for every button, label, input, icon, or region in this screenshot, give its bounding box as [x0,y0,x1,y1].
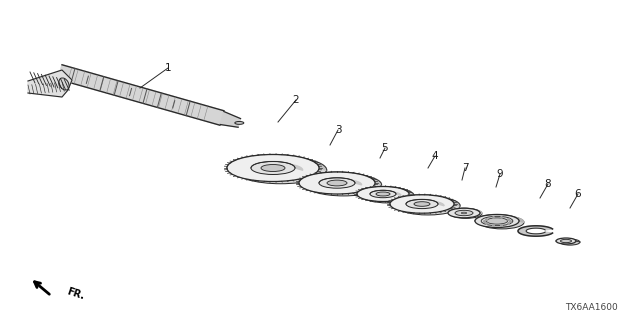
Ellipse shape [455,210,473,216]
Ellipse shape [376,192,390,196]
Ellipse shape [319,178,355,188]
Ellipse shape [556,238,576,244]
Ellipse shape [357,187,409,202]
Ellipse shape [261,164,285,172]
Ellipse shape [450,209,482,218]
Text: 8: 8 [545,179,551,189]
Text: 9: 9 [497,169,503,179]
Text: 4: 4 [432,151,438,161]
Polygon shape [475,214,524,222]
Ellipse shape [235,157,326,184]
Ellipse shape [560,239,580,245]
Polygon shape [518,226,552,236]
Ellipse shape [480,216,524,229]
Polygon shape [390,195,460,206]
Text: 1: 1 [164,63,172,73]
Polygon shape [220,111,241,127]
Polygon shape [448,208,482,213]
Polygon shape [251,162,303,170]
Ellipse shape [486,218,508,224]
Ellipse shape [561,239,572,243]
Ellipse shape [414,202,430,206]
Text: TX6AA1600: TX6AA1600 [565,303,618,313]
Polygon shape [406,199,444,206]
Ellipse shape [390,195,454,213]
Polygon shape [319,178,362,185]
Ellipse shape [370,190,396,198]
Text: 2: 2 [292,95,300,105]
Polygon shape [299,172,381,185]
Ellipse shape [59,78,69,90]
Ellipse shape [306,174,381,196]
Ellipse shape [327,180,347,186]
Ellipse shape [396,196,460,215]
Ellipse shape [251,162,295,174]
Text: FR.: FR. [65,286,86,301]
Polygon shape [227,155,326,170]
Ellipse shape [299,172,375,194]
Ellipse shape [481,216,513,226]
Polygon shape [370,190,401,196]
Text: 5: 5 [381,143,388,153]
Ellipse shape [362,188,414,203]
Ellipse shape [461,212,467,214]
Text: 6: 6 [575,189,581,199]
Polygon shape [28,70,72,97]
Text: 3: 3 [335,125,341,135]
Ellipse shape [406,199,438,209]
Ellipse shape [475,214,519,228]
Ellipse shape [448,208,480,218]
Ellipse shape [227,155,319,181]
Polygon shape [58,65,224,125]
Ellipse shape [235,122,244,124]
Polygon shape [357,187,414,196]
Text: 7: 7 [461,163,468,173]
